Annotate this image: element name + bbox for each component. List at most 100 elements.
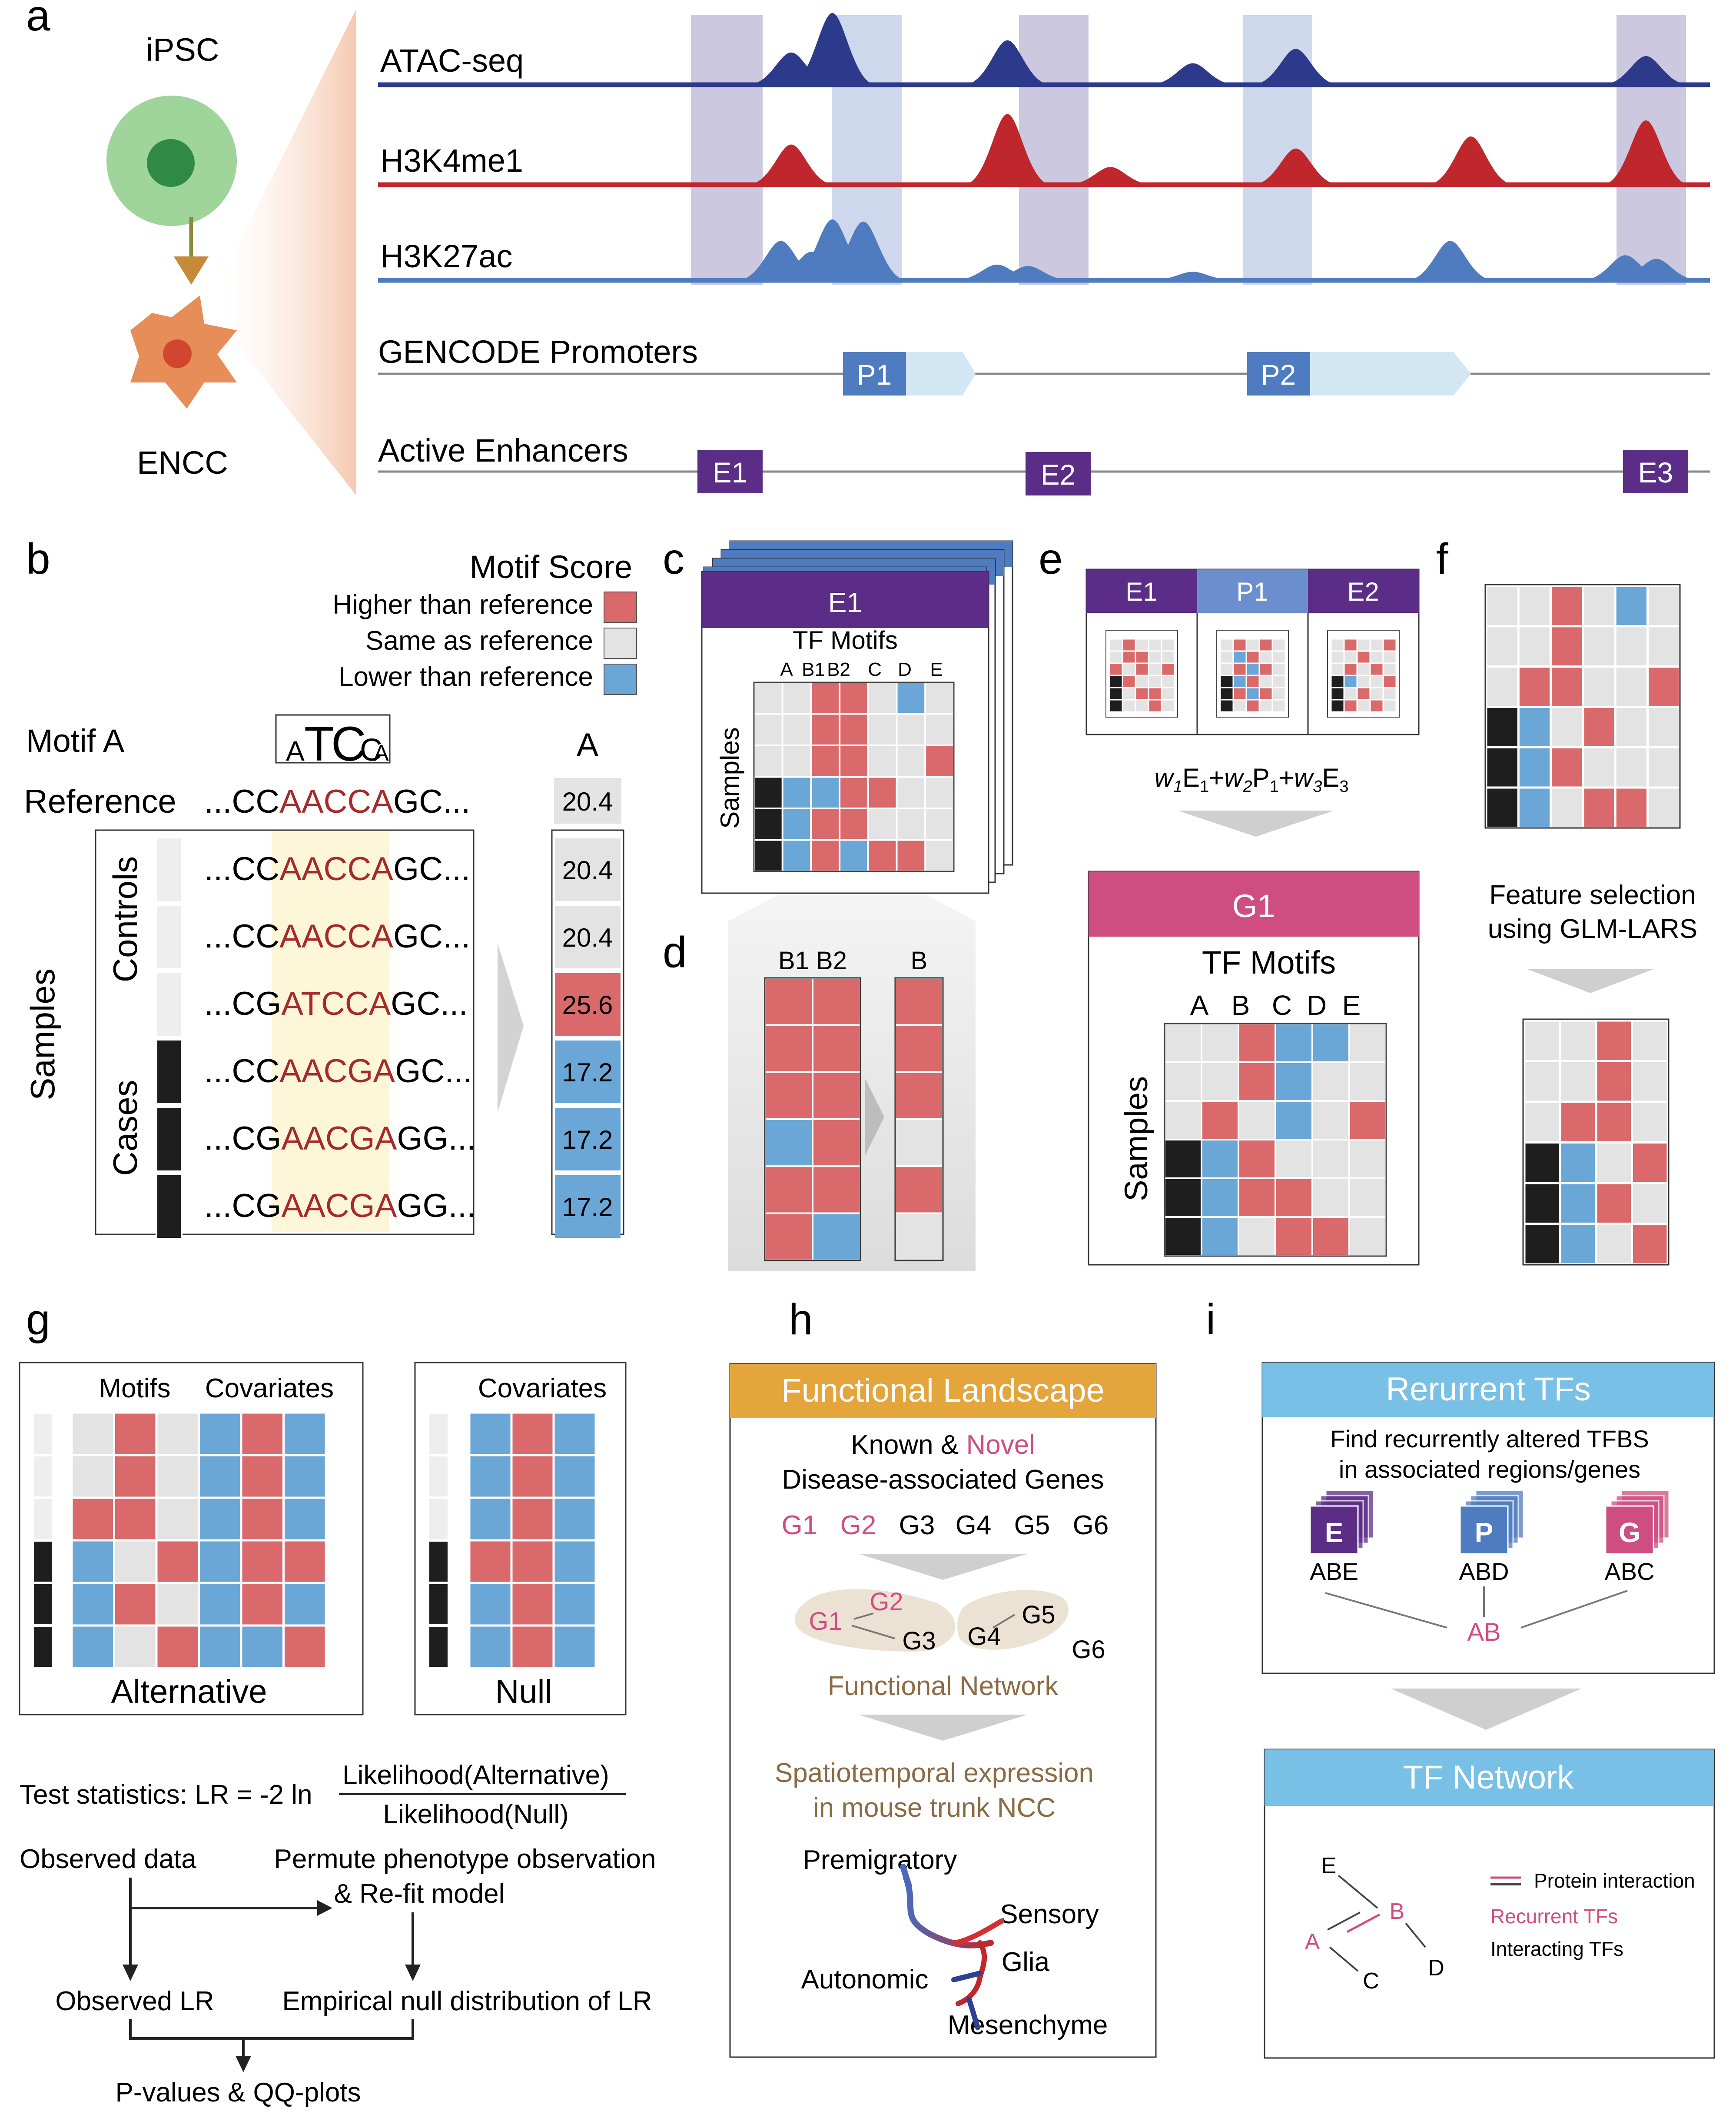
panel-letter-b: b — [26, 535, 50, 583]
alternative-model-cell — [73, 1456, 113, 1497]
region-tf-set: ABC — [1604, 1558, 1654, 1585]
alternative-model-cell — [242, 1456, 282, 1497]
observed-lr-label: Observed LR — [55, 1986, 214, 2016]
cluster-blob-1 — [795, 1589, 956, 1652]
mini-grid-cell — [1123, 664, 1135, 675]
selection-arrow — [1527, 969, 1653, 993]
alternative-model-cell — [115, 1456, 156, 1497]
b1-b2-cell — [813, 1026, 860, 1071]
gene-g5: G5 — [1014, 1510, 1050, 1540]
gene-g3: G3 — [899, 1510, 935, 1540]
region-p1-header — [1197, 569, 1308, 613]
full-matrix-cell — [1584, 708, 1614, 746]
signal-peak — [983, 266, 1072, 280]
merged-b-column — [894, 977, 944, 1261]
full-matrix-cell — [1552, 708, 1582, 746]
null-model-cell — [554, 1584, 595, 1625]
mini-grid-cell — [1247, 664, 1259, 675]
gene-motif-column-label: E — [1342, 990, 1361, 1021]
selected-matrix-cell — [1597, 1062, 1631, 1101]
panel-h: Functional Landscape Known & Novel Disea… — [729, 1363, 1157, 2058]
motif-score-cell — [783, 841, 810, 871]
sample-sequence: ...CCAACGAGC... — [204, 1053, 472, 1090]
motifs-label: Motifs — [99, 1373, 170, 1403]
gene-motif-cell — [1202, 1140, 1238, 1177]
gene-motif-cell — [1276, 1179, 1311, 1216]
motif-logo-letter-1: A — [286, 735, 305, 767]
gene-motif-column-label: A — [1190, 990, 1209, 1021]
motif-score-cell — [755, 841, 782, 871]
column-frame — [764, 977, 861, 1261]
null-label: Null — [495, 1673, 552, 1710]
legend-higher-swatch — [604, 592, 637, 623]
tf-node-c: C — [1363, 1968, 1379, 1994]
gene-motif-cell — [1202, 1179, 1238, 1216]
mini-grid-cell — [1371, 676, 1383, 687]
merge-flow-lines — [129, 2019, 414, 2060]
mini-grid-cell — [1221, 652, 1233, 663]
transform-arrow — [498, 943, 524, 1113]
motif-score-cell — [783, 809, 810, 839]
mini-grid-cell — [1331, 700, 1344, 711]
column-frame — [894, 977, 944, 1261]
motif-score-cell — [840, 778, 867, 808]
combine-arrow — [1178, 811, 1334, 837]
motif-score-cell — [897, 715, 925, 745]
mini-grid-cell — [1371, 664, 1383, 675]
null-model-cell — [470, 1626, 511, 1667]
selected-matrix-frame — [1522, 1018, 1670, 1266]
panel-b: Motif Score Higher than reference Same a… — [23, 549, 637, 1240]
null-model-cell — [470, 1499, 511, 1539]
region-e1-header — [1086, 569, 1197, 613]
full-matrix-cell — [1616, 788, 1646, 827]
case-marker — [34, 1584, 52, 1624]
selected-matrix-cell — [1561, 1144, 1595, 1182]
mini-grid-cell — [1162, 700, 1174, 711]
selected-matrix-cell — [1597, 1225, 1631, 1263]
promoter-p1-label: P1 — [857, 359, 892, 391]
alternative-model-cell — [157, 1541, 198, 1582]
null-model-cell — [512, 1499, 553, 1539]
legend-lower-swatch — [604, 664, 637, 695]
mini-grid-cell — [1344, 700, 1357, 711]
gene-motif-cell — [1276, 1140, 1311, 1177]
sample-sequence: ...CGAACGAGG... — [204, 1187, 476, 1224]
motif-score-cell — [840, 841, 867, 871]
alternative-model-cell — [200, 1499, 240, 1539]
case-marker — [156, 1039, 183, 1105]
alternative-model-cell — [115, 1541, 156, 1582]
refit-arrowhead — [405, 1965, 421, 1981]
motif-score-cell — [755, 809, 782, 839]
full-matrix-cell — [1487, 587, 1517, 625]
samples-label: Samples — [1118, 1076, 1154, 1201]
selected-matrix-cell — [1525, 1144, 1559, 1182]
premigratory-label: Premigratory — [803, 1845, 957, 1875]
sample-sequence: ...CCAACCAGC... — [204, 918, 470, 955]
enhancer-e2-label: E2 — [1041, 459, 1076, 491]
reference-score: 20.4 — [562, 787, 613, 816]
motif-score-cell — [783, 715, 810, 745]
gene-motif-cell — [1239, 1179, 1275, 1216]
null-model-cell — [470, 1584, 511, 1625]
signal-peak — [1426, 136, 1515, 185]
region-e1-label: E1 — [1125, 577, 1157, 606]
motif-score-cell — [755, 778, 782, 808]
panel-letter-d: d — [663, 928, 687, 977]
motif-score-cell — [926, 778, 953, 808]
panel-a: iPSC ENCC ATAC-seq H3K4me1 H3K27ac GENCODE… — [106, 9, 1710, 495]
feature-selection-caption-1: Feature selection — [1489, 880, 1696, 910]
legend-higher: Higher than reference — [332, 590, 593, 620]
expression-arrow — [858, 1715, 1028, 1741]
cases-label: Cases — [106, 1080, 144, 1176]
weighted-sum-equation: w1E1+w2P1+w3E3 — [1154, 763, 1348, 796]
control-marker — [429, 1414, 448, 1454]
alternative-model-cell — [242, 1413, 282, 1454]
motif-logo-letter-2: T — [304, 717, 334, 771]
gene-motif-cell — [1350, 1063, 1385, 1100]
b1-b2-cell — [766, 979, 812, 1024]
gene-motif-cell — [1165, 1140, 1201, 1177]
mini-grid-cell — [1149, 652, 1161, 663]
motif-highlight — [272, 832, 389, 1232]
mini-grid-cell — [1149, 700, 1161, 711]
